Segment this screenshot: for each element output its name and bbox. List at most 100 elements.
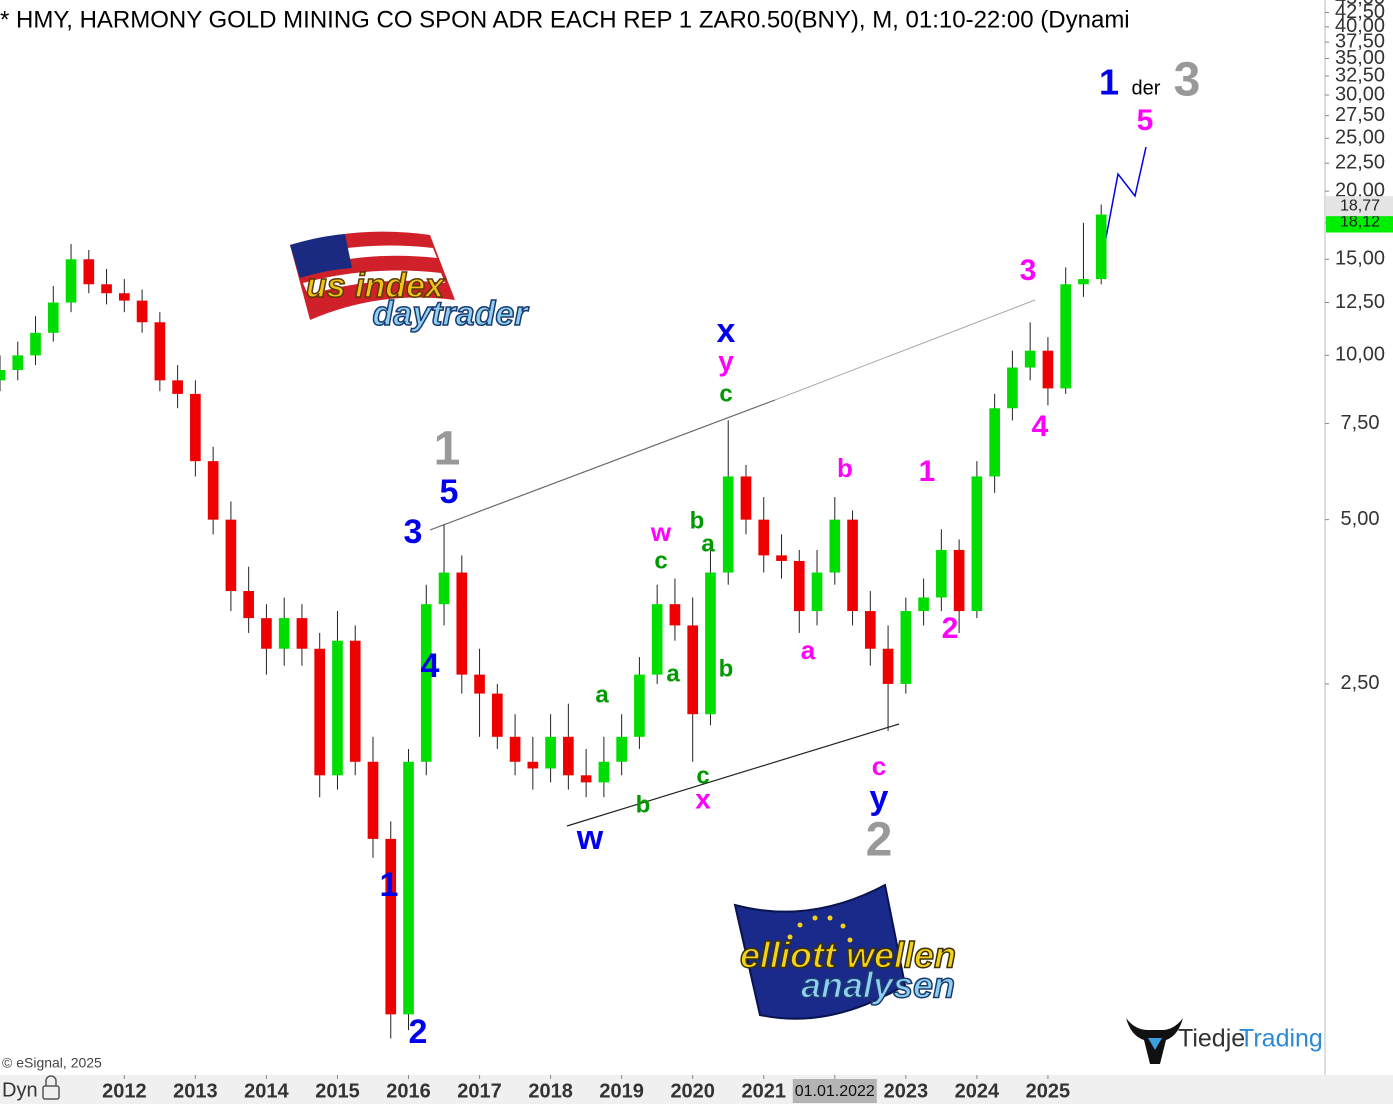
- flag-canton: [290, 234, 352, 278]
- wave-label: x: [695, 783, 711, 814]
- trend-line: [429, 399, 776, 531]
- x-tick-label: 2025: [1026, 1080, 1071, 1102]
- candle-body: [243, 591, 254, 619]
- elliott-logo: elliott wellen analysen: [733, 883, 957, 1020]
- candle-body: [83, 259, 95, 285]
- dyn-label: Dyn: [2, 1079, 38, 1101]
- wave-label: 3: [1174, 54, 1201, 107]
- logo-text: Trading: [1239, 1025, 1323, 1053]
- y-tick-label: 45,00: [1335, 0, 1385, 9]
- projection-line: [1104, 146, 1147, 244]
- trend-line: [566, 723, 900, 827]
- y-tick-label: 22,50: [1335, 151, 1385, 173]
- candle-body: [722, 476, 734, 573]
- price-marker-label: 18,77: [1340, 197, 1380, 214]
- candle-body: [811, 572, 823, 612]
- candle-body: [65, 259, 77, 303]
- wave-label: c: [696, 762, 709, 789]
- candle-body: [563, 736, 574, 776]
- price-marker-label: 18,12: [1340, 214, 1380, 231]
- candle-body: [793, 560, 805, 612]
- candle-body: [367, 761, 379, 839]
- wave-label: b: [690, 507, 705, 534]
- candle-body: [598, 761, 610, 783]
- candle-body: [1024, 350, 1036, 368]
- y-tick-label: 27,50: [1335, 104, 1385, 126]
- wave-label: b: [636, 791, 651, 818]
- y-tick-label: 30,00: [1335, 83, 1385, 105]
- cursor-date: 01.01.2022: [795, 1083, 875, 1100]
- candle-body: [456, 572, 468, 675]
- wave-label: 4: [1032, 410, 1049, 443]
- y-tick-label: 35,00: [1335, 47, 1385, 69]
- eu-flag: [733, 883, 907, 1020]
- x-tick-label: 2019: [599, 1080, 644, 1102]
- candle-body: [278, 618, 290, 649]
- wave-label: a: [595, 681, 609, 708]
- x-tick-label: 2018: [528, 1080, 573, 1102]
- candle-body: [474, 674, 485, 694]
- candle-body: [509, 736, 521, 762]
- candle-body: [900, 611, 912, 684]
- candle-body: [349, 640, 361, 762]
- y-tick-label: 32,50: [1335, 64, 1385, 86]
- candle-body: [207, 461, 219, 520]
- candle-body: [403, 761, 414, 1015]
- candle-body: [527, 761, 539, 769]
- candle-body: [385, 838, 397, 1015]
- cursor-date-box: [792, 1079, 877, 1103]
- candle-body: [12, 355, 24, 371]
- wave-label: c: [654, 547, 667, 574]
- wave-label: b: [719, 655, 734, 682]
- candle-body: [225, 519, 237, 592]
- wave-label: 5: [440, 473, 459, 511]
- wave-label: 2: [942, 612, 959, 645]
- candle-body: [616, 736, 627, 762]
- wave-label: c: [872, 751, 886, 781]
- y-tick-label: 37,50: [1335, 30, 1385, 52]
- candle-body: [491, 693, 503, 737]
- x-tick-label: 2017: [457, 1080, 502, 1102]
- x-tick-label: 2016: [386, 1080, 431, 1102]
- candle-body: [0, 370, 6, 381]
- y-tick-label: 42,50: [1335, 1, 1385, 23]
- logo-text: analysen: [801, 965, 955, 1006]
- wave-label: c: [719, 380, 732, 407]
- wave-label: a: [666, 660, 680, 687]
- wave-label: der: [1132, 77, 1161, 99]
- candle-body: [1007, 367, 1018, 409]
- y-tick-label: 10,00: [1335, 344, 1385, 366]
- wave-label: 2: [866, 814, 893, 867]
- wave-label: 4: [421, 647, 440, 685]
- candle-body: [829, 519, 841, 573]
- candle-body: [651, 604, 663, 675]
- axes: 2,505,007,5010,0012,5015,0017,5020,0022,…: [102, 0, 1393, 1103]
- x-axis-bar: [0, 1075, 1393, 1104]
- x-tick-label: 2013: [173, 1080, 218, 1102]
- candle-body: [882, 648, 894, 684]
- lock-icon: [42, 1075, 60, 1100]
- candle-body: [545, 736, 556, 769]
- candle-body: [758, 519, 770, 556]
- candle-body: [918, 597, 929, 612]
- candle-body: [101, 284, 112, 294]
- candle-body: [420, 604, 432, 762]
- wave-label: 2: [409, 1013, 428, 1051]
- wave-label: y: [870, 779, 889, 817]
- logo-text: Tiedje: [1178, 1025, 1245, 1053]
- wave-label: 3: [1020, 254, 1037, 287]
- candle-body: [190, 393, 201, 462]
- wave-label: 3: [404, 513, 423, 551]
- candle-body: [30, 332, 41, 356]
- candle-body: [989, 408, 1000, 477]
- candle-body: [154, 322, 166, 381]
- candle-body: [332, 640, 343, 776]
- wave-label: y: [718, 345, 734, 376]
- wave-label: 1: [434, 423, 461, 476]
- logo-text: elliott wellen: [740, 935, 956, 976]
- wave-label: x: [717, 312, 736, 350]
- candle-body: [136, 300, 148, 323]
